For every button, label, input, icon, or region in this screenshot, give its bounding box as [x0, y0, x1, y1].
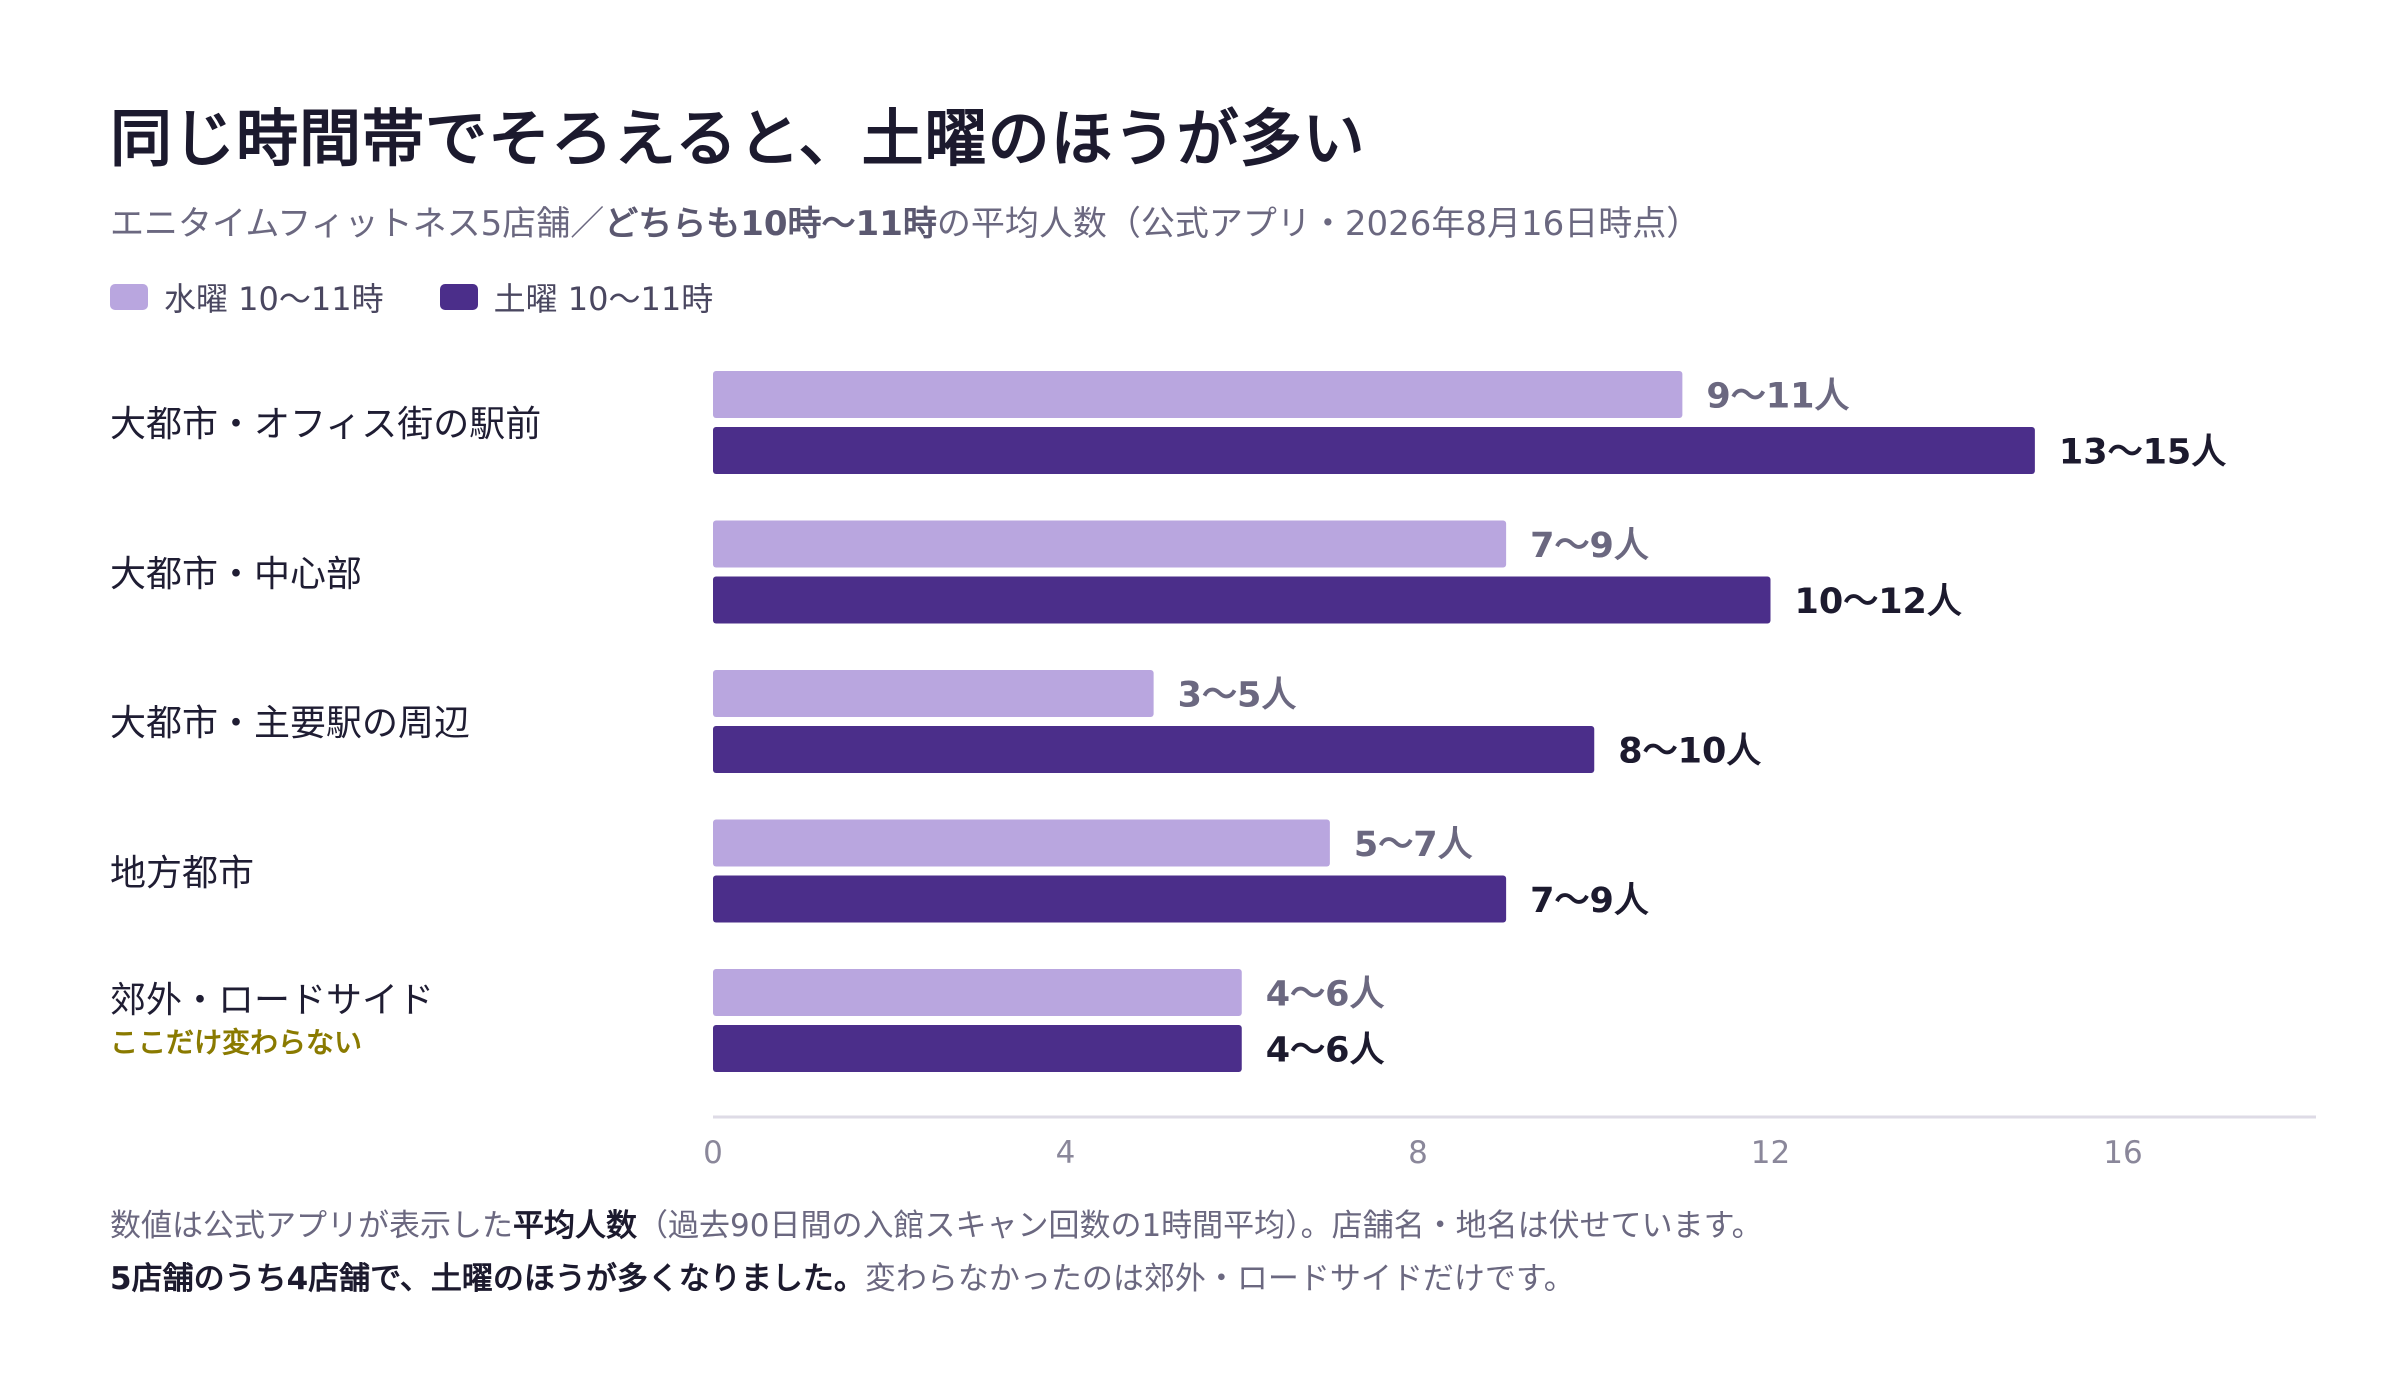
bar-sat-1 — [713, 576, 1771, 624]
footnote-line-1: 数値は公式アプリが表示した平均人数（過去90日間の入館スキャン回数の1時間平均）… — [110, 1200, 1763, 1245]
bar-wed-1 — [713, 520, 1507, 568]
footnote-1-suffix: （過去90日間の入館スキャン回数の1時間平均）。店舗名・地名は伏せています。 — [637, 1208, 1763, 1244]
data-label-wed-1: 7〜9人 — [1530, 526, 1649, 566]
category-label-2: 大都市・主要駅の周辺 — [110, 703, 471, 744]
data-label-wed-0: 9〜11人 — [1706, 377, 1849, 417]
legend-swatch-sat — [439, 284, 478, 310]
bar-sat-3 — [713, 875, 1507, 923]
data-label-wed-2: 3〜5人 — [1178, 676, 1297, 716]
legend-label-sat: 土曜 10〜11時 — [493, 280, 714, 318]
x-tick-label-0: 0 — [703, 1135, 723, 1171]
category-note-4: ここだけ変わらない — [110, 1026, 363, 1059]
legend-label-wed: 水曜 10〜11時 — [164, 280, 384, 318]
bar-sat-4 — [713, 1025, 1242, 1072]
footnote-1-bold: 平均人数 — [513, 1208, 637, 1244]
bar-sat-2 — [713, 726, 1595, 773]
subtitle-bold: どちらも10時〜11時 — [604, 204, 937, 244]
x-tick-label-2: 8 — [1408, 1135, 1428, 1171]
legend-swatch-wed — [110, 284, 148, 310]
category-label-1: 大都市・中心部 — [110, 553, 363, 595]
x-tick-label-4: 16 — [2103, 1135, 2142, 1171]
footnote-1-prefix: 数値は公式アプリが表示した — [110, 1208, 513, 1244]
category-label-3: 地方都市 — [110, 852, 255, 894]
data-label-sat-1: 10〜12人 — [1795, 582, 1962, 622]
legend-item-sat: 土曜 10〜11時 — [439, 274, 714, 320]
footnote-2-bold: 5店舗のうち4店舗で、土曜のほうが多くなりました。 — [110, 1261, 865, 1297]
chart-subtitle: エニタイムフィットネス5店舗／どちらも10時〜11時の平均人数（公式アプリ・20… — [110, 196, 1700, 245]
subtitle-prefix: エニタイムフィットネス5店舗／ — [110, 204, 605, 244]
legend-item-wed: 水曜 10〜11時 — [110, 274, 384, 320]
data-label-sat-4: 4〜6人 — [1266, 1031, 1385, 1071]
footnote-2-suffix: 変わらなかったのは郊外・ロードサイドだけです。 — [864, 1261, 1575, 1297]
chart-title: 同じ時間帯でそろえると、土曜のほうが多い — [110, 102, 1366, 175]
subtitle-suffix: の平均人数（公式アプリ・2026年8月16日時点） — [936, 204, 1701, 244]
data-label-wed-4: 4〜6人 — [1266, 975, 1385, 1015]
legend: 水曜 10〜11時 土曜 10〜11時 — [110, 274, 769, 320]
data-label-wed-3: 5〜7人 — [1354, 825, 1473, 865]
data-label-sat-3: 7〜9人 — [1530, 881, 1649, 921]
bar-wed-2 — [713, 670, 1154, 717]
bar-chart: 9〜11人 13〜15人 7〜9人 10〜12人 3〜5人 8〜10人 5〜7人 7〜9人 4〜… — [703, 371, 2316, 1171]
category-label-4: 郊外・ロードサイド — [110, 980, 435, 1021]
category-label-0: 大都市・オフィス街の駅前 — [110, 404, 542, 445]
x-tick-label-1: 4 — [1056, 1135, 1076, 1171]
bar-wed-3 — [713, 819, 1330, 867]
bar-sat-0 — [713, 427, 2035, 474]
bar-wed-0 — [713, 371, 1683, 418]
data-label-sat-2: 8〜10人 — [1618, 732, 1761, 772]
bar-wed-4 — [713, 969, 1242, 1016]
footnote-line-2: 5店舗のうち4店舗で、土曜のほうが多くなりました。変わらなかったのは郊外・ロード… — [110, 1253, 1575, 1298]
data-label-sat-0: 13〜15人 — [2059, 433, 2226, 473]
x-tick-label-3: 12 — [1751, 1135, 1790, 1171]
